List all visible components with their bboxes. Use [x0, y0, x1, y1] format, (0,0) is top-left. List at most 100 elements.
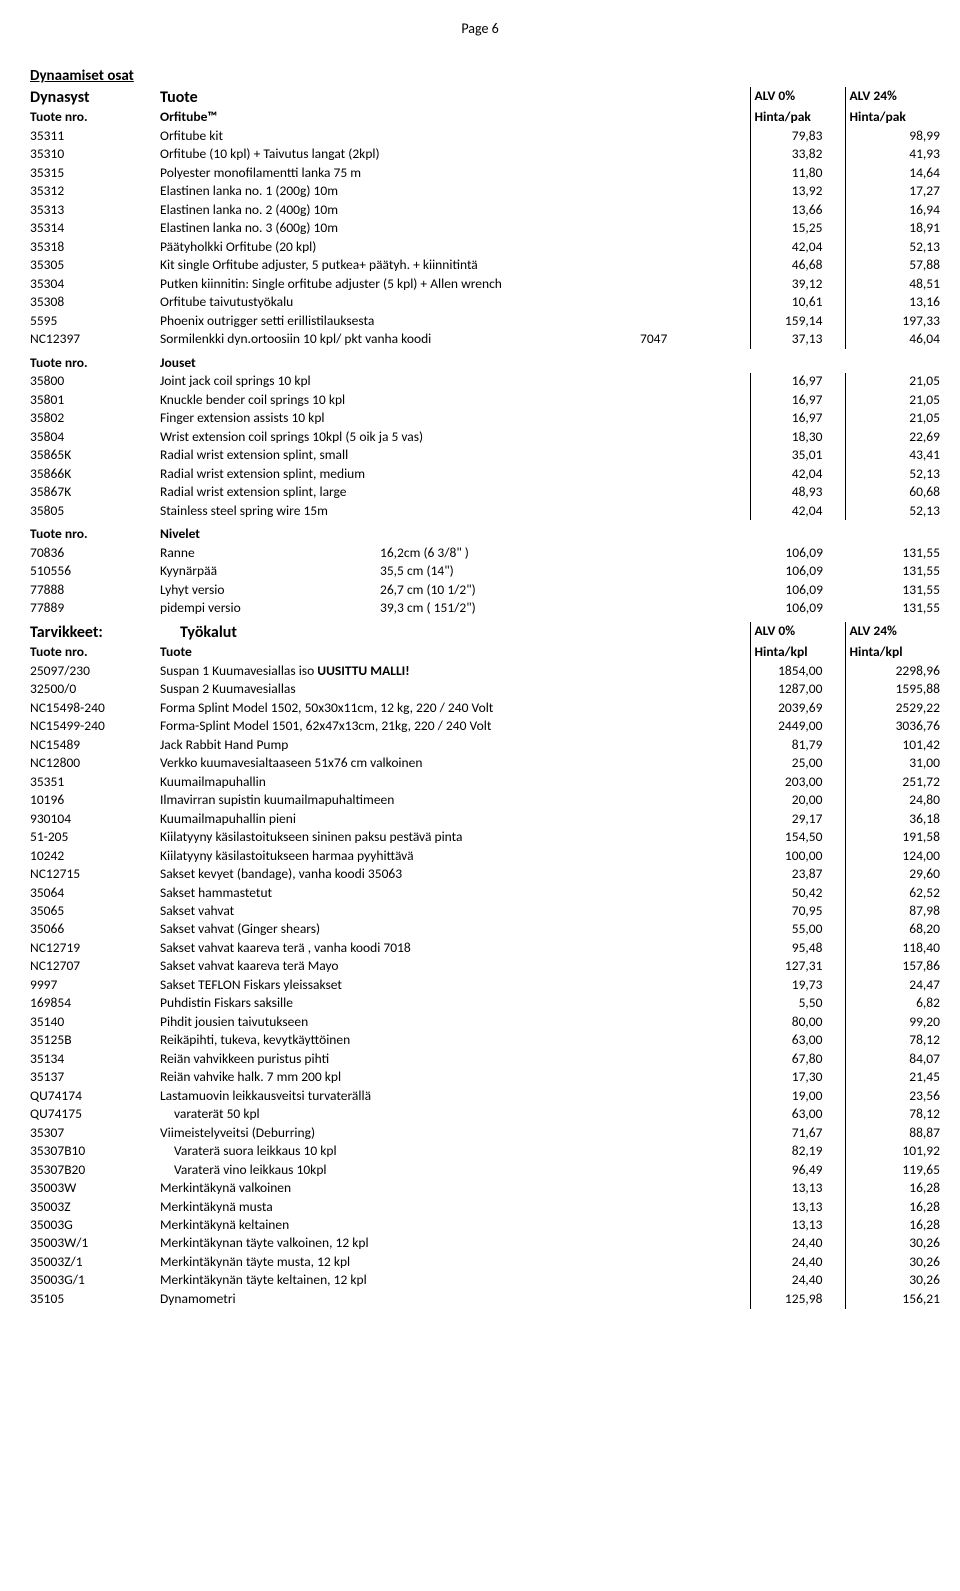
- cell-mid: [640, 293, 750, 311]
- cell-p1: 106,09: [750, 600, 845, 618]
- table-row: 25097/230Suspan 1 Kuumavesiallas iso UUS…: [30, 662, 940, 680]
- cell-code: NC12715: [30, 865, 160, 883]
- cell-p2: 131,55: [845, 563, 940, 581]
- cell-p1: 17,30: [750, 1068, 845, 1086]
- cell-desc: Elastinen lanka no. 1 (200g) 10m: [160, 182, 640, 200]
- cell-desc: Varaterä suora leikkaus 10 kpl: [160, 1142, 640, 1160]
- cell-p1: 63,00: [750, 1032, 845, 1050]
- hdr4-c2: Työkalut: [160, 622, 640, 644]
- cell-p2: 30,26: [845, 1253, 940, 1271]
- cell-p1: 15,25: [750, 219, 845, 237]
- cell-code: NC15498-240: [30, 699, 160, 717]
- table-row: 35311Orfitube kit79,8398,99: [30, 127, 940, 145]
- cell-code: 35314: [30, 219, 160, 237]
- cell-desc: Kit single Orfitube adjuster, 5 putkea+ …: [160, 256, 640, 274]
- cell-code: NC12800: [30, 754, 160, 772]
- cell-code: 35310: [30, 146, 160, 164]
- cell-desc: Verkko kuumavesialtaaseen 51x76 cm valko…: [160, 754, 640, 772]
- cell-p2: 21,05: [845, 410, 940, 428]
- cell-mid: [640, 699, 750, 717]
- table-row: 35066Sakset vahvat (Ginger shears)55,006…: [30, 921, 940, 939]
- cell-p2: 30,26: [845, 1235, 940, 1253]
- cell-mid: [640, 1235, 750, 1253]
- table-row: 10242Kiilatyyny käsilastoitukseen harmaa…: [30, 847, 940, 865]
- cell-p2: 124,00: [845, 847, 940, 865]
- hdr-c1: Dynasyst: [30, 87, 160, 109]
- table-row: 35865KRadial wrist extension splint, sma…: [30, 446, 940, 464]
- cell-desc: Merkintäkynän täyte musta, 12 kpl: [160, 1253, 640, 1271]
- table-row: 35805Stainless steel spring wire 15m42,0…: [30, 502, 940, 520]
- cell-code: 35351: [30, 773, 160, 791]
- cell-p1: 16,97: [750, 373, 845, 391]
- cell-p2: 156,21: [845, 1290, 940, 1308]
- table-row: 169854Puhdistin Fiskars saksille5,506,82: [30, 995, 940, 1013]
- cell-mid: [640, 736, 750, 754]
- cell-desc: Viimeistelyveitsi (Deburring): [160, 1124, 640, 1142]
- cell-p1: 20,00: [750, 791, 845, 809]
- cell-mid: [640, 446, 750, 464]
- cell-p2: 1595,88: [845, 681, 940, 699]
- cell-code: 35003Z/1: [30, 1253, 160, 1271]
- cell-p2: 131,55: [845, 600, 940, 618]
- cell-mid: [640, 164, 750, 182]
- table-row: NC15489Jack Rabbit Hand Pump81,79101,42: [30, 736, 940, 754]
- cell-mid: [640, 428, 750, 446]
- cell-p1: 19,73: [750, 976, 845, 994]
- cell-desc: Forma-Splint Model 1501, 62x47x13cm, 21k…: [160, 718, 640, 736]
- cell-p1: 1854,00: [750, 662, 845, 680]
- cell-p2: 6,82: [845, 995, 940, 1013]
- cell-p2: 68,20: [845, 921, 940, 939]
- cell-code: 9997: [30, 976, 160, 994]
- cell-code: 35308: [30, 293, 160, 311]
- cell-p1: 19,00: [750, 1087, 845, 1105]
- cell-code: 35065: [30, 902, 160, 920]
- cell-mid: [640, 1032, 750, 1050]
- cell-code: 35134: [30, 1050, 160, 1068]
- table-row: 35315Polyester monofilamentti lanka 75 m…: [30, 164, 940, 182]
- cell-desc: Reiän vahvikkeen puristus pihti: [160, 1050, 640, 1068]
- cell-p2: 118,40: [845, 939, 940, 957]
- cell-p1: 11,80: [750, 164, 845, 182]
- cell-p2: 78,12: [845, 1032, 940, 1050]
- cell-code: 35305: [30, 256, 160, 274]
- cell-code: 35304: [30, 275, 160, 293]
- cell-p2: 52,13: [845, 238, 940, 256]
- cell-mid: [640, 1105, 750, 1123]
- cell-desc: Reiän vahvike halk. 7 mm 200 kpl: [160, 1068, 640, 1086]
- table-row: 35065Sakset vahvat70,9587,98: [30, 902, 940, 920]
- cell-p2: 2298,96: [845, 662, 940, 680]
- section3-sub-row: Tuote nro. Nivelet: [30, 520, 940, 544]
- cell-mid: 39,3 cm ( 151/2"): [380, 600, 750, 618]
- cell-mid: [640, 502, 750, 520]
- cell-mid: [640, 995, 750, 1013]
- cell-mid: [640, 465, 750, 483]
- cell-code: 35003W/1: [30, 1235, 160, 1253]
- cell-desc: Sakset kevyet (bandage), vanha koodi 350…: [160, 865, 640, 883]
- cell-desc: Puhdistin Fiskars saksille: [160, 995, 640, 1013]
- table-row: 35314Elastinen lanka no. 3 (600g) 10m15,…: [30, 219, 940, 237]
- cell-mid: [640, 847, 750, 865]
- cell-code: 51-205: [30, 828, 160, 846]
- cell-code: 35003Z: [30, 1198, 160, 1216]
- table-row: 35140Pihdit jousien taivutukseen80,0099,…: [30, 1013, 940, 1031]
- cell-code: 25097/230: [30, 662, 160, 680]
- cell-p1: 13,13: [750, 1179, 845, 1197]
- cell-p2: 21,45: [845, 1068, 940, 1086]
- cell-p2: 119,65: [845, 1161, 940, 1179]
- cell-code: 35137: [30, 1068, 160, 1086]
- table-row: 35866KRadial wrist extension splint, med…: [30, 465, 940, 483]
- cell-mid: [640, 662, 750, 680]
- cell-desc: Kiilatyyny käsilastoitukseen sininen pak…: [160, 828, 640, 846]
- cell-p2: 17,27: [845, 182, 940, 200]
- table-row: 77889pidempi versio39,3 cm ( 151/2")106,…: [30, 600, 940, 618]
- cell-desc: Merkintäkynä keltainen: [160, 1216, 640, 1234]
- cell-desc: Radial wrist extension splint, small: [160, 446, 640, 464]
- cell-p2: 88,87: [845, 1124, 940, 1142]
- cell-p1: 80,00: [750, 1013, 845, 1031]
- cell-mid: [640, 1050, 750, 1068]
- cell-p2: 14,64: [845, 164, 940, 182]
- cell-mid: [640, 681, 750, 699]
- cell-mid: [640, 754, 750, 772]
- cell-p2: 62,52: [845, 884, 940, 902]
- cell-p2: 16,28: [845, 1216, 940, 1234]
